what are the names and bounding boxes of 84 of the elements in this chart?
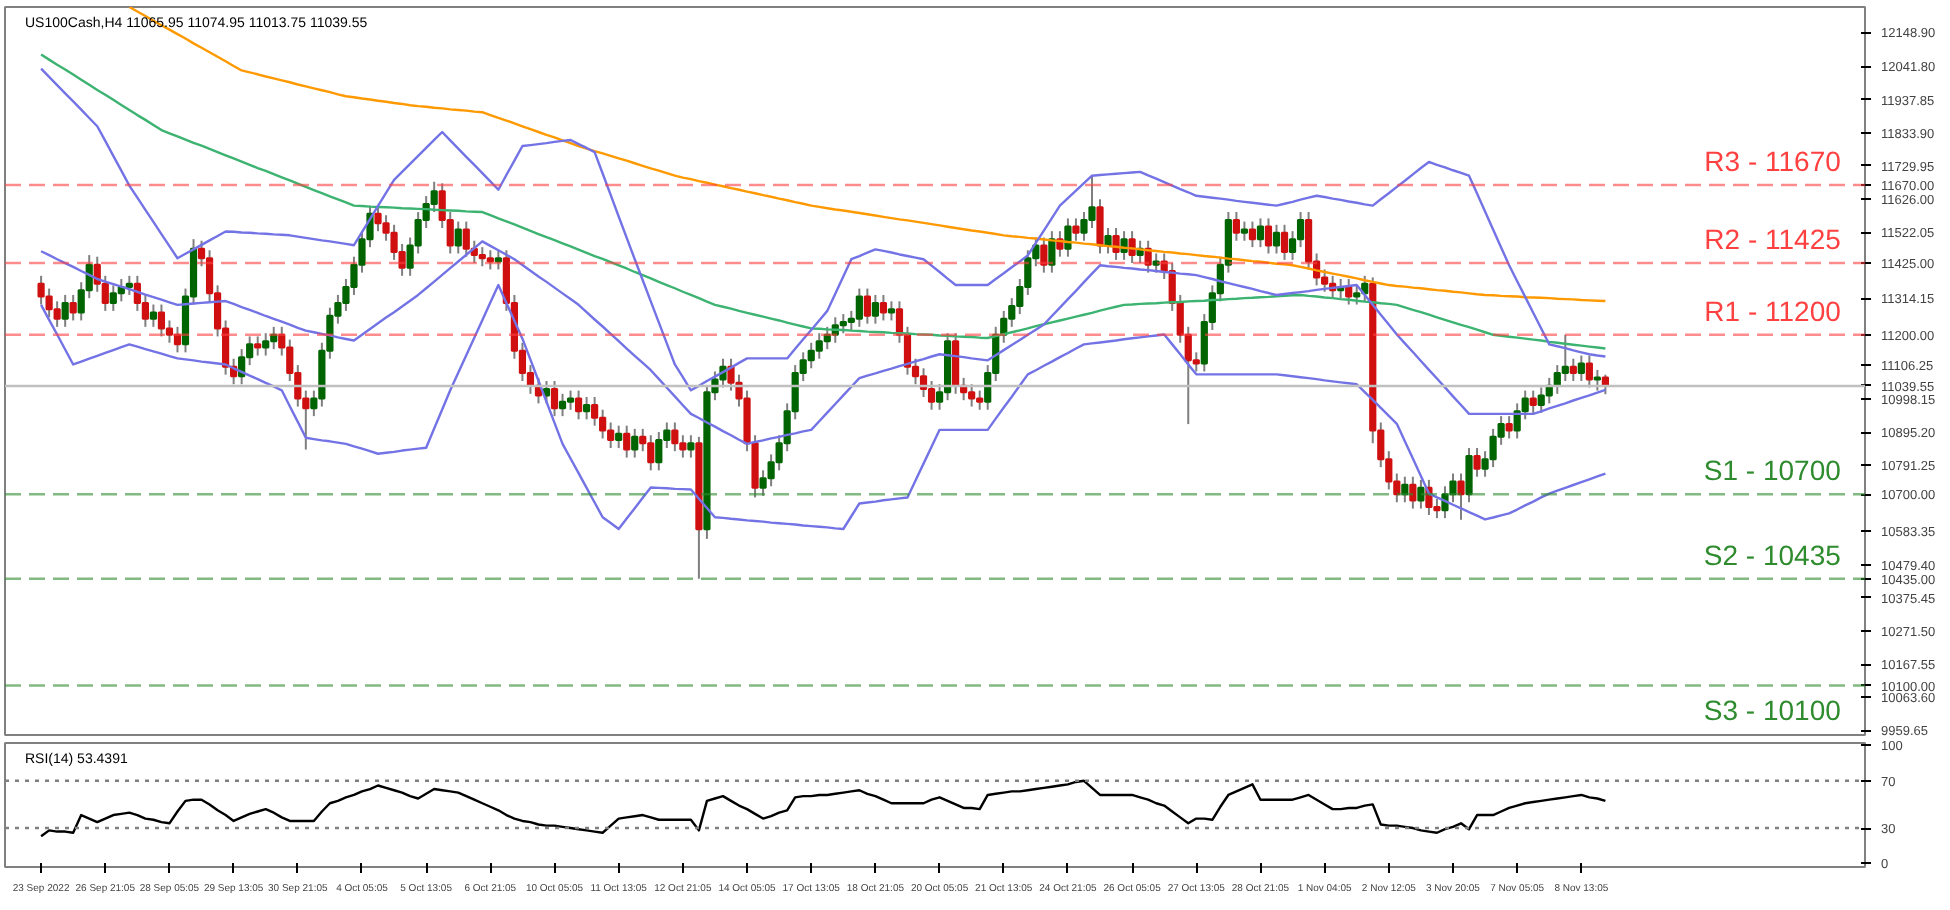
candlestick xyxy=(566,389,575,411)
candlestick xyxy=(1457,472,1465,521)
candlestick xyxy=(1264,217,1273,255)
candlestick xyxy=(61,293,69,328)
candlestick xyxy=(374,204,382,233)
candlestick xyxy=(631,427,639,459)
candlestick xyxy=(550,380,559,418)
candlestick xyxy=(1537,386,1545,414)
candlestick xyxy=(1256,217,1265,249)
candlestick xyxy=(157,303,166,338)
candlestick xyxy=(149,303,158,328)
candlestick xyxy=(478,246,486,268)
candlestick xyxy=(879,293,888,322)
candlestick xyxy=(254,335,262,357)
candlestick xyxy=(687,434,695,459)
candlestick xyxy=(69,293,77,322)
candlestick xyxy=(1152,252,1160,274)
candlestick xyxy=(125,274,133,296)
candlestick xyxy=(887,300,896,322)
candlestick xyxy=(1232,211,1240,242)
candlestick xyxy=(1064,217,1072,258)
candlestick xyxy=(1561,333,1569,383)
ref-line-label: R3 - 11670 xyxy=(1704,144,1842,177)
candlestick xyxy=(976,389,984,411)
candlestick xyxy=(855,287,863,328)
candlestick xyxy=(1353,284,1361,306)
candlestick xyxy=(1104,226,1112,255)
line-series xyxy=(128,7,1607,303)
candlestick xyxy=(863,287,871,325)
candlestick xyxy=(582,395,591,421)
candlestick xyxy=(815,332,823,360)
candlestick xyxy=(1040,236,1048,274)
candlestick xyxy=(671,421,679,453)
candlestick xyxy=(462,220,470,258)
candlestick xyxy=(1401,475,1409,504)
candlestick xyxy=(1585,354,1593,389)
candlestick xyxy=(952,332,960,395)
candlestick xyxy=(109,284,117,312)
candlestick xyxy=(45,287,53,319)
candlestick xyxy=(173,325,182,354)
candlestick xyxy=(807,341,815,370)
line-series xyxy=(39,67,1607,392)
candlestick xyxy=(1345,278,1353,306)
candlestick xyxy=(430,180,438,214)
candlestick xyxy=(1128,230,1136,265)
candlestick xyxy=(1248,220,1257,249)
candlestick xyxy=(1272,223,1281,255)
candlestick xyxy=(486,249,494,271)
candlestick xyxy=(558,392,567,418)
candlestick xyxy=(1304,211,1313,271)
ref-line-label: R2 - 11425 xyxy=(1704,223,1842,256)
ref-line-label: S1 - 10700 xyxy=(1703,454,1842,487)
candlestick xyxy=(871,293,879,325)
candlestick xyxy=(823,325,831,351)
candlestick xyxy=(1577,354,1585,383)
candlestick xyxy=(623,424,631,459)
candlestick xyxy=(1409,475,1417,510)
ref-line-label: S3 - 10100 xyxy=(1703,693,1842,726)
candlestick xyxy=(839,313,847,335)
candlestick xyxy=(1473,447,1481,478)
candlestick xyxy=(53,300,61,328)
candlestick xyxy=(574,389,583,421)
candlestick xyxy=(1048,230,1056,274)
candlestick xyxy=(1529,389,1537,414)
line-series xyxy=(39,779,1607,838)
candlestick xyxy=(1072,217,1080,242)
candlestick xyxy=(1112,226,1120,261)
candlestick xyxy=(615,424,623,450)
candlestick xyxy=(1417,478,1425,510)
candlestick xyxy=(165,319,174,344)
ref-line-label: S2 - 10435 xyxy=(1703,538,1842,571)
candlestick xyxy=(454,220,462,255)
candlestick xyxy=(262,332,270,357)
candlestick xyxy=(968,383,976,408)
candlestick xyxy=(1280,223,1289,261)
candlestick xyxy=(655,431,663,472)
candlestick xyxy=(1505,415,1513,440)
candlestick xyxy=(591,395,599,427)
candlestick xyxy=(494,249,502,271)
candlestick xyxy=(1569,357,1577,383)
candlestick xyxy=(1240,220,1249,242)
candlestick xyxy=(270,325,278,351)
ref-line-label: R1 - 11200 xyxy=(1704,294,1842,327)
candlestick xyxy=(647,434,655,472)
